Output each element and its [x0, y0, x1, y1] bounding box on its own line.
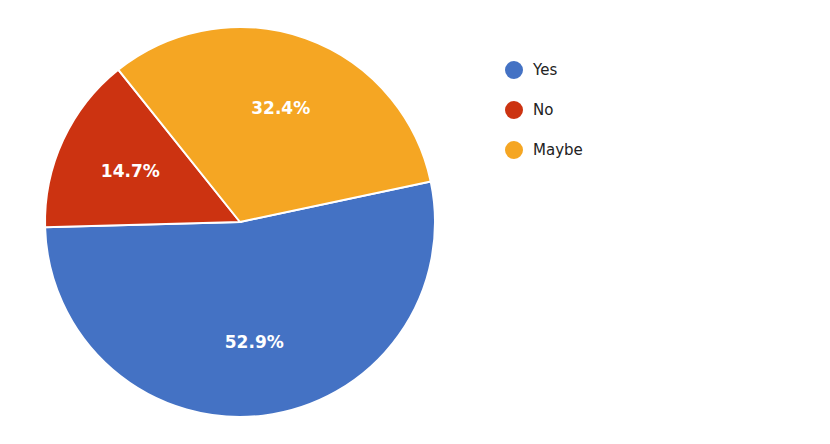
- pie-slice: [118, 27, 431, 222]
- slices: [45, 27, 435, 417]
- legend-label: Yes: [532, 61, 557, 79]
- chart: 52.9% 14.7% 32.4% Yes No Maybe: [0, 0, 830, 444]
- legend: Yes No Maybe: [505, 61, 583, 159]
- data-label: 14.7%: [101, 161, 160, 181]
- legend-swatch: [505, 101, 523, 119]
- chart-container: 52.9% 14.7% 32.4% Yes No Maybe: [0, 0, 830, 444]
- legend-swatch: [505, 61, 523, 79]
- data-label: 32.4%: [251, 98, 310, 118]
- data-labels: 52.9% 14.7% 32.4%: [101, 98, 310, 352]
- data-label: 52.9%: [225, 332, 284, 352]
- legend-label: No: [533, 101, 553, 119]
- background: [0, 0, 830, 444]
- legend-swatch: [505, 141, 523, 159]
- legend-label: Maybe: [533, 141, 583, 159]
